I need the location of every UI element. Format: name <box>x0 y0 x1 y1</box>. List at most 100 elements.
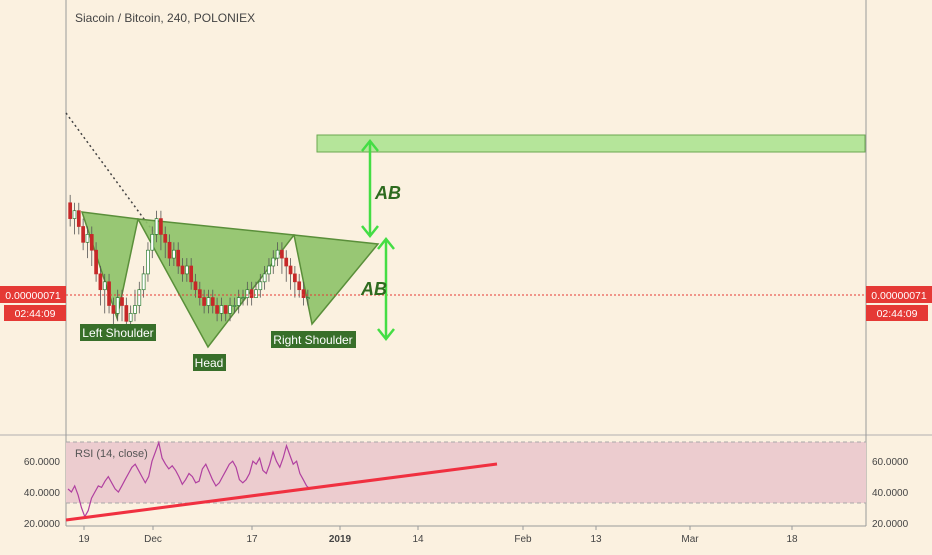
candle-body <box>102 281 107 291</box>
candle-body <box>172 249 176 259</box>
candle-body <box>284 257 289 267</box>
rsi-line <box>67 440 311 519</box>
candle-body <box>94 249 98 275</box>
candle-body <box>124 305 129 322</box>
candle-body <box>293 273 297 283</box>
candle-body <box>107 281 111 306</box>
price-panel-bg <box>66 0 866 434</box>
left-shoulder-triangle[interactable] <box>80 211 139 321</box>
candle-body <box>241 297 245 299</box>
candle-body <box>262 273 267 283</box>
candle-body <box>275 249 280 259</box>
candle-body <box>245 289 250 298</box>
time-ticks: 19 Dec 17 2019 14 Feb 13 Mar 18 <box>78 526 798 545</box>
candle-body <box>68 202 73 219</box>
candle-body <box>176 249 181 267</box>
candle-body <box>254 289 258 298</box>
candle-body <box>219 305 224 314</box>
target-zone[interactable] <box>316 134 866 153</box>
candle-body <box>72 210 77 219</box>
candle-body <box>301 289 306 298</box>
rsi-trendline[interactable] <box>65 462 498 522</box>
rsi-tick-left: 20.0000 <box>24 519 61 530</box>
candle-body <box>223 305 228 314</box>
candle-body <box>206 297 211 306</box>
candle-body <box>249 289 254 298</box>
time-tick: 14 <box>412 534 424 545</box>
candle-body <box>184 265 189 275</box>
rsi-band <box>66 442 866 503</box>
candle-body <box>98 273 103 291</box>
candles-group <box>68 194 310 330</box>
candle-body <box>133 305 137 314</box>
candle-body <box>202 297 206 306</box>
candle-body <box>267 265 271 275</box>
candle-body <box>236 297 241 306</box>
time-tick: 2019 <box>329 534 352 545</box>
price-badge-left: 0.00000071 02:44:09 <box>0 286 66 321</box>
price-badge-left-text: 0.00000071 <box>5 290 61 302</box>
time-tick: Feb <box>514 534 532 545</box>
candle-body <box>189 265 194 283</box>
rsi-label: RSI (14, close) <box>75 448 148 460</box>
candle-body <box>280 249 284 259</box>
rsi-tick-left: 60.0000 <box>24 457 61 468</box>
candle-body <box>89 234 94 251</box>
candle-body <box>76 210 81 227</box>
candle-body <box>159 218 163 235</box>
ab-label-top: AB <box>374 183 401 203</box>
candle-body <box>111 305 116 314</box>
candle-body <box>215 305 219 314</box>
price-badge-right-text: 0.00000071 <box>871 290 927 302</box>
candle-body <box>146 249 150 275</box>
right-shoulder-triangle[interactable] <box>293 234 380 326</box>
chart-title: Siacoin / Bitcoin, 240, POLONIEX <box>75 11 255 25</box>
left-shoulder-label: Left Shoulder <box>80 324 156 341</box>
head-text: Head <box>195 356 224 370</box>
candle-body <box>210 297 215 306</box>
candle-body <box>120 297 124 306</box>
head-label: Head <box>193 354 226 371</box>
time-tick: 13 <box>590 534 602 545</box>
time-tick: Mar <box>681 534 699 545</box>
time-tick: Dec <box>144 534 162 545</box>
candle-body <box>154 218 159 235</box>
rsi-tick-left: 40.0000 <box>24 488 61 499</box>
ab-arrow-bottom[interactable] <box>377 236 395 342</box>
rsi-ticks: 60.0000 60.0000 40.0000 40.0000 20.0000 20.00… <box>24 457 909 530</box>
candle-body <box>288 265 293 275</box>
candle-body <box>180 265 185 275</box>
candle-body <box>193 281 198 291</box>
candle-body <box>150 234 155 251</box>
candle-body <box>232 305 237 307</box>
rsi-tick-right: 20.0000 <box>872 519 909 530</box>
candle-body <box>305 297 310 299</box>
time-tick: 18 <box>786 534 798 545</box>
time-tick: 17 <box>246 534 258 545</box>
rsi-tick-right: 40.0000 <box>872 488 909 499</box>
price-badge-right: 0.00000071 02:44:09 <box>866 286 932 321</box>
left-shoulder-text: Left Shoulder <box>82 326 153 340</box>
candle-body <box>271 257 276 267</box>
candle-body <box>297 281 302 291</box>
candle-body <box>197 289 202 298</box>
ab-arrow-top[interactable] <box>361 138 379 239</box>
candle-body <box>258 281 263 291</box>
candle-body <box>228 305 232 314</box>
right-shoulder-text: Right Shoulder <box>273 333 352 347</box>
candle-body <box>85 234 90 243</box>
candle-body <box>141 273 146 291</box>
countdown-right-text: 02:44:09 <box>877 308 918 320</box>
ab-label-bottom: AB <box>360 279 387 299</box>
time-tick: 19 <box>78 534 90 545</box>
dotted-downtrend[interactable] <box>65 112 159 239</box>
right-shoulder-label: Right Shoulder <box>271 331 356 348</box>
candle-body <box>81 226 85 243</box>
countdown-left-text: 02:44:09 <box>15 308 56 320</box>
candle-body <box>115 297 120 314</box>
candle-body <box>128 313 133 322</box>
rsi-tick-right: 60.0000 <box>872 457 909 468</box>
candle-body <box>137 289 142 306</box>
